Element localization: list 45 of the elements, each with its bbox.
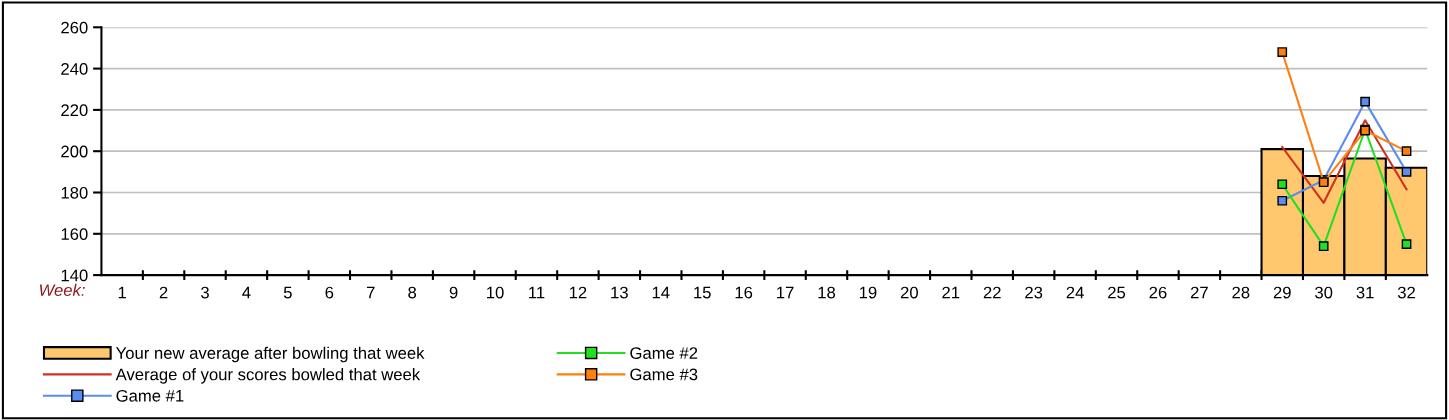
x-tick-label: 7 [366, 286, 375, 299]
x-tick-label: 24 [1066, 286, 1084, 299]
y-tick-label: 220 [61, 104, 88, 117]
x-tick-label: 22 [983, 286, 1001, 299]
x-tick-label: 15 [694, 286, 711, 299]
x-tick-label: 5 [283, 286, 292, 299]
x-tick-label: 25 [1108, 286, 1126, 299]
x-tick-label: 9 [449, 286, 458, 299]
y-tick-label: 240 [61, 63, 88, 75]
x-tick-label: 18 [818, 286, 836, 299]
x-tick-label: 32 [1397, 286, 1415, 299]
x-axis-title: Week: [40, 283, 85, 297]
x-tick-label: 1 [118, 286, 126, 299]
x-tick-label: 29 [1273, 286, 1291, 299]
x-tick-label: 28 [1232, 286, 1250, 299]
x-tick-label: 20 [900, 286, 918, 299]
x-tick-label: 30 [1315, 286, 1333, 299]
x-tick-label: 12 [569, 286, 587, 299]
x-tick-label: 31 [1356, 286, 1374, 299]
x-tick-label: 3 [201, 286, 209, 299]
legend-label: Game #1 [116, 389, 184, 402]
x-tick-label: 14 [652, 286, 670, 299]
x-tick-label: 19 [859, 286, 877, 299]
x-tick-label: 4 [242, 286, 251, 299]
y-tick-label: 260 [61, 21, 88, 34]
x-tick-label: 27 [1190, 286, 1208, 299]
legend-label: Game #3 [630, 368, 698, 381]
y-tick-label: 180 [61, 186, 88, 199]
legend-label: Game #2 [630, 347, 698, 359]
x-tick-label: 8 [408, 286, 417, 299]
y-tick-label: 140 [61, 269, 88, 282]
y-tick-label: 200 [61, 145, 88, 158]
x-tick-label: 2 [159, 286, 168, 299]
x-tick-label: 23 [1025, 286, 1043, 299]
x-tick-label: 17 [777, 286, 794, 299]
x-tick-label: 10 [487, 286, 504, 299]
x-tick-label: 6 [325, 286, 334, 299]
x-tick-label: 13 [611, 286, 628, 299]
x-tick-label: 26 [1149, 286, 1167, 299]
legend-label: Your new average after bowling that week [116, 346, 425, 363]
legend-label: Average of your scores bowled that week [115, 368, 421, 384]
x-tick-label: 16 [735, 286, 753, 299]
x-tick-label: 21 [942, 286, 960, 299]
y-tick-label: 160 [61, 228, 88, 240]
x-tick-label: 11 [529, 286, 545, 299]
